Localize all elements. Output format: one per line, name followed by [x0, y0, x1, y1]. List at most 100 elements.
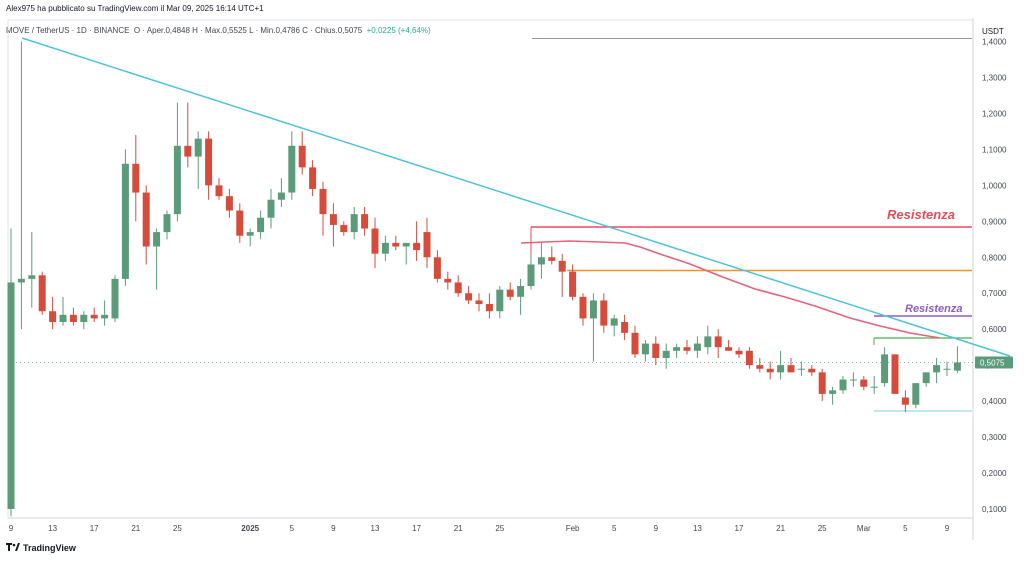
candle	[433, 250, 441, 283]
candle	[808, 365, 816, 376]
candle-body	[943, 368, 951, 370]
candle	[121, 149, 129, 287]
candle-body	[714, 336, 722, 348]
candle-body	[849, 379, 857, 381]
candle	[777, 350, 785, 380]
currency-label: USDT	[982, 27, 1004, 36]
candle	[527, 253, 535, 290]
candle	[319, 181, 327, 236]
price-change: +0,0225 (+4,64%)	[366, 26, 431, 35]
candle	[277, 178, 285, 207]
candle-body	[953, 362, 961, 371]
candle	[610, 314, 618, 337]
candle	[184, 102, 192, 168]
y-tick-label: 0,7000	[982, 289, 1007, 298]
x-tick-label: Mar	[857, 524, 871, 533]
candle-body	[101, 314, 109, 319]
candle	[881, 347, 889, 387]
candle	[662, 343, 670, 369]
candle	[309, 160, 317, 197]
candle	[922, 372, 930, 387]
candle	[870, 375, 878, 394]
candle	[683, 339, 691, 355]
y-tick-label: 1,3000	[982, 73, 1007, 82]
candle	[693, 336, 701, 358]
candle	[839, 375, 847, 394]
candle	[933, 357, 941, 384]
y-tick-label: 1,4000	[982, 38, 1007, 47]
candle	[704, 325, 712, 355]
candle-body	[787, 365, 795, 373]
y-tick-label: 0,6000	[982, 325, 1007, 334]
x-tick-label: 25	[495, 524, 504, 533]
candle	[132, 135, 140, 222]
candle	[797, 361, 805, 376]
x-tick-label: 25	[818, 524, 827, 533]
candle	[714, 329, 722, 358]
y-tick-label: 1,0000	[982, 181, 1007, 190]
last-price-text: 0,5075	[980, 358, 1005, 367]
candle	[829, 386, 837, 405]
tradingview-logo-icon	[6, 543, 20, 553]
y-tick-label: 1,2000	[982, 109, 1007, 118]
resistance-label-red: Resistenza	[887, 207, 955, 222]
candle	[901, 390, 909, 412]
candle-body	[465, 293, 473, 301]
candle	[673, 343, 681, 358]
candle-body	[121, 163, 129, 279]
candle-body	[69, 314, 77, 323]
candle-body	[610, 318, 618, 326]
candle-body	[589, 300, 597, 319]
candle	[517, 278, 525, 315]
candle-body	[537, 257, 545, 265]
candle-body	[662, 350, 670, 358]
candle-body	[797, 368, 805, 370]
candle-body	[402, 242, 410, 247]
candle-body	[641, 343, 649, 355]
candle-body	[153, 232, 161, 247]
candle	[153, 228, 161, 290]
candle	[267, 188, 275, 229]
candle-body	[881, 354, 889, 384]
candle	[756, 357, 764, 373]
candle-body	[922, 372, 930, 384]
candle-body	[215, 185, 223, 197]
x-tick-label: 17	[735, 524, 744, 533]
y-tick-label: 0,4000	[982, 397, 1007, 406]
candle	[288, 131, 296, 200]
candle	[735, 347, 743, 358]
x-tick-label: 21	[776, 524, 785, 533]
candle-body	[756, 365, 764, 369]
candle-body	[600, 300, 608, 326]
candle	[205, 131, 213, 200]
candle	[257, 210, 265, 240]
x-tick-label: 9	[331, 524, 336, 533]
candle	[496, 286, 504, 319]
candle	[745, 347, 753, 369]
candle	[631, 325, 639, 358]
candle-body	[579, 296, 587, 319]
y-tick-label: 0,3000	[982, 433, 1007, 442]
candle-body	[569, 271, 577, 297]
candle-body	[652, 343, 660, 358]
candle	[787, 357, 795, 373]
candle-body	[475, 300, 483, 305]
candle	[225, 188, 233, 218]
candle	[485, 293, 493, 319]
candle-body	[392, 242, 400, 247]
candle	[163, 210, 171, 240]
x-tick-label: 2025	[241, 524, 259, 533]
candle-body	[309, 167, 317, 189]
candle-body	[257, 217, 265, 233]
candle-body	[38, 275, 46, 312]
candle-body	[371, 228, 379, 254]
candle-body	[173, 145, 181, 215]
candle-body	[132, 163, 140, 193]
tradingview-footer: TradingView	[6, 543, 76, 553]
candle-body	[329, 214, 337, 225]
candle-body	[413, 242, 421, 251]
candle-body	[246, 232, 254, 236]
candle	[413, 221, 421, 261]
candle	[652, 336, 660, 366]
